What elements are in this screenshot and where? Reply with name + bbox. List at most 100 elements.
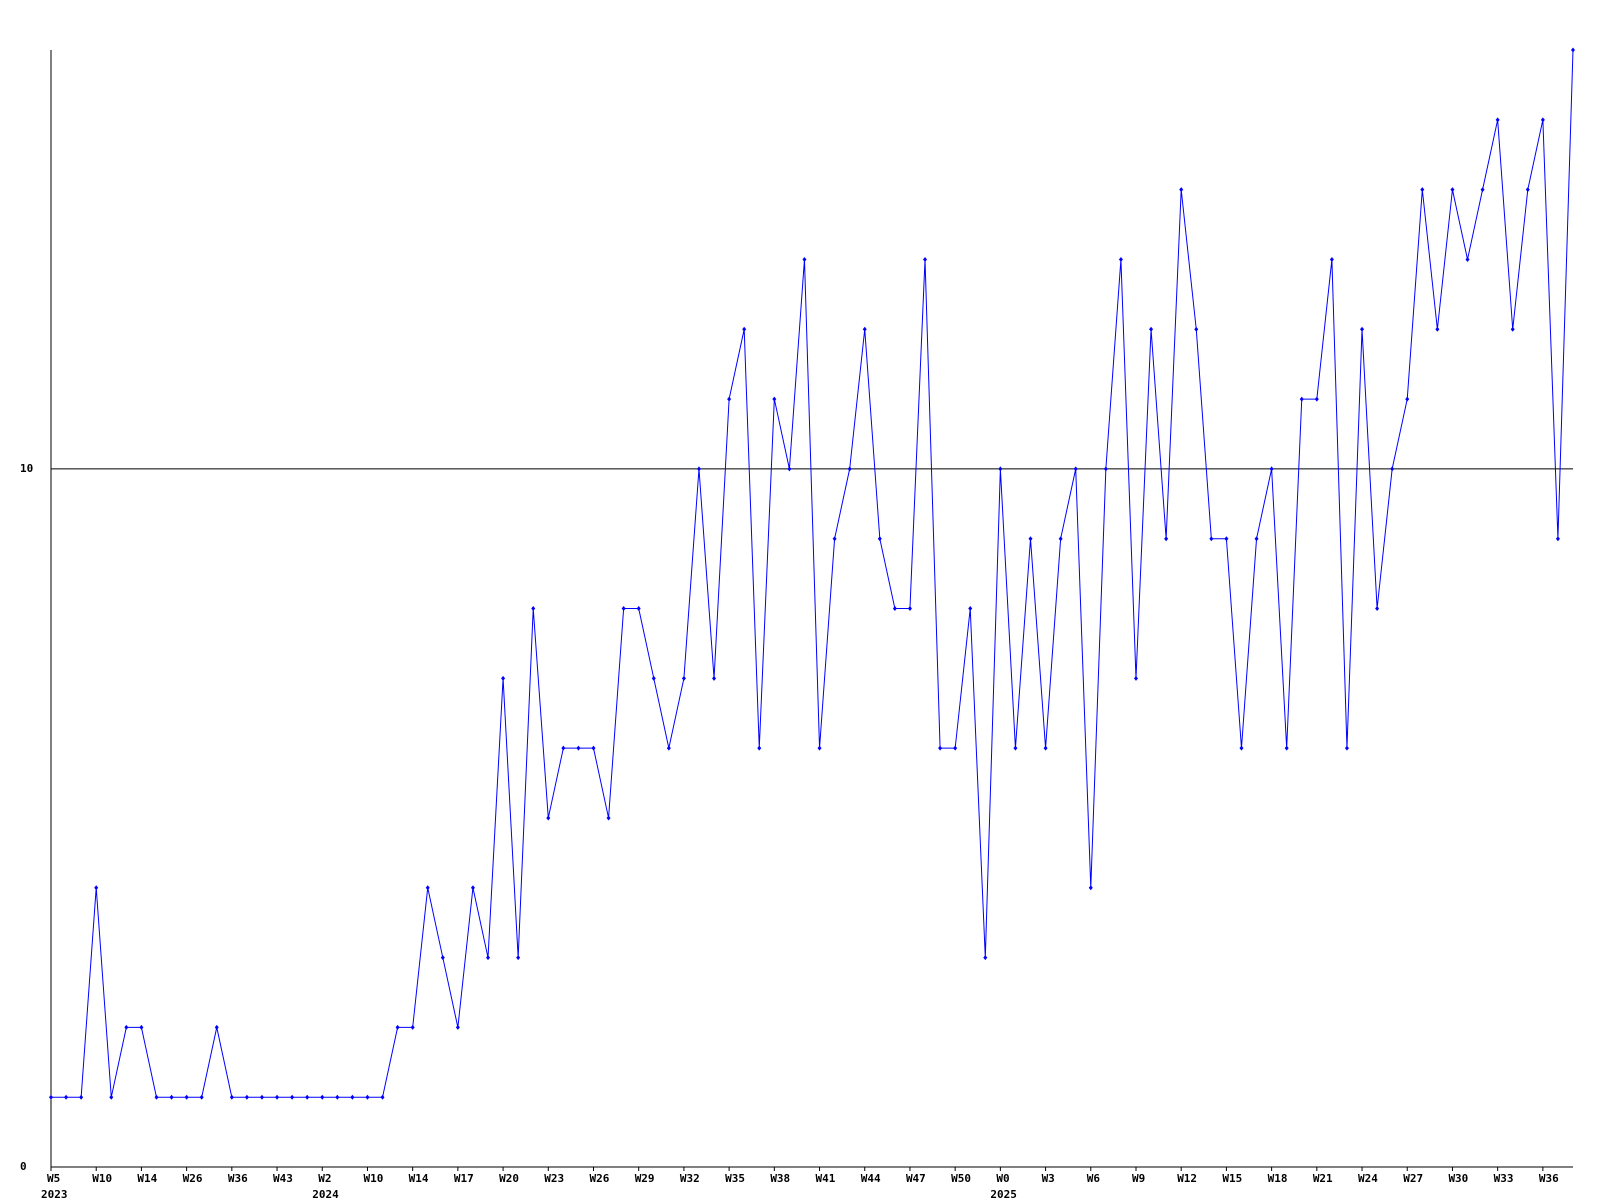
point: [1495, 117, 1500, 123]
point: [1209, 536, 1214, 542]
point: [244, 1094, 249, 1100]
point: [1028, 536, 1033, 542]
x-tick-label: W26: [183, 1172, 203, 1185]
point: [1254, 536, 1259, 542]
point: [335, 1094, 340, 1100]
x-tick-label: W26: [589, 1172, 609, 1185]
x-tick-label: W43: [273, 1172, 293, 1185]
point: [1133, 675, 1138, 681]
point: [1299, 396, 1304, 402]
point: [275, 1094, 280, 1100]
year-label: 2024: [312, 1188, 339, 1200]
point: [1224, 536, 1229, 542]
point: [229, 1094, 234, 1100]
point: [1043, 745, 1048, 751]
x-tick-label: W50: [951, 1172, 971, 1185]
point: [561, 745, 566, 751]
point: [907, 606, 912, 611]
point: [1329, 256, 1334, 262]
point: [1360, 326, 1365, 332]
x-tick-label: W9: [1132, 1172, 1145, 1185]
line: [51, 49, 1574, 1098]
point: [470, 885, 475, 891]
x-tick-label: W47: [906, 1172, 926, 1185]
point: [1073, 466, 1078, 472]
point: [666, 745, 671, 751]
point: [787, 466, 792, 472]
point: [486, 955, 491, 961]
point: [862, 326, 867, 332]
x-tick-label: W5: [47, 1172, 60, 1185]
point: [1420, 187, 1425, 193]
year-label: 2025: [990, 1188, 1017, 1200]
point: [757, 745, 762, 751]
y-tick-label: 10: [20, 462, 33, 475]
point: [1344, 745, 1349, 751]
point: [501, 675, 506, 681]
point: [877, 536, 882, 542]
point: [184, 1094, 189, 1100]
point: [1179, 187, 1184, 193]
point: [621, 606, 626, 611]
point: [772, 396, 777, 402]
year-label: 2023: [41, 1188, 68, 1200]
point: [1525, 187, 1530, 193]
point: [968, 606, 973, 611]
y-tick-label: 0: [20, 1160, 27, 1173]
point: [923, 256, 928, 262]
point: [953, 745, 958, 751]
point: [636, 606, 641, 611]
point: [1118, 256, 1123, 262]
x-tick-label: W14: [137, 1172, 157, 1185]
point: [1103, 466, 1108, 472]
x-tick-label: W35: [725, 1172, 745, 1185]
point: [727, 396, 732, 402]
point: [395, 1024, 400, 1030]
point: [1194, 326, 1199, 332]
point: [154, 1094, 159, 1100]
point: [455, 1024, 460, 1030]
point: [1058, 536, 1063, 542]
point: [1510, 326, 1515, 332]
point: [79, 1094, 84, 1100]
point: [1164, 536, 1169, 542]
point: [440, 955, 445, 961]
point: [938, 745, 943, 751]
point: [591, 745, 596, 751]
x-tick-label: W10: [92, 1172, 112, 1185]
x-tick-label: W15: [1222, 1172, 1242, 1185]
point: [1571, 47, 1575, 53]
point: [350, 1094, 355, 1100]
point: [124, 1024, 129, 1030]
x-tick-label: W44: [861, 1172, 881, 1185]
point: [516, 955, 521, 961]
point: [712, 675, 717, 681]
x-tick-label: W23: [544, 1172, 564, 1185]
point: [1390, 466, 1395, 472]
x-tick-label: W2: [318, 1172, 331, 1185]
x-tick-label: W12: [1177, 1172, 1197, 1185]
point: [1013, 745, 1018, 751]
point: [983, 955, 988, 961]
point: [576, 745, 581, 751]
x-tick-label: W18: [1268, 1172, 1288, 1185]
x-tick-label: W41: [816, 1172, 836, 1185]
point: [817, 745, 822, 751]
point: [290, 1094, 295, 1100]
point: [1405, 396, 1410, 402]
point: [802, 256, 807, 262]
x-tick-label: W29: [635, 1172, 655, 1185]
x-tick-label: W3: [1042, 1172, 1055, 1185]
point: [169, 1094, 174, 1100]
x-tick-label: W14: [409, 1172, 429, 1185]
point: [1149, 326, 1154, 332]
point: [259, 1094, 264, 1100]
point: [1269, 466, 1274, 472]
point: [425, 885, 430, 891]
x-tick-label: W27: [1403, 1172, 1423, 1185]
x-tick-label: W32: [680, 1172, 700, 1185]
point: [1465, 256, 1470, 262]
point: [139, 1024, 144, 1030]
point: [1450, 187, 1455, 193]
